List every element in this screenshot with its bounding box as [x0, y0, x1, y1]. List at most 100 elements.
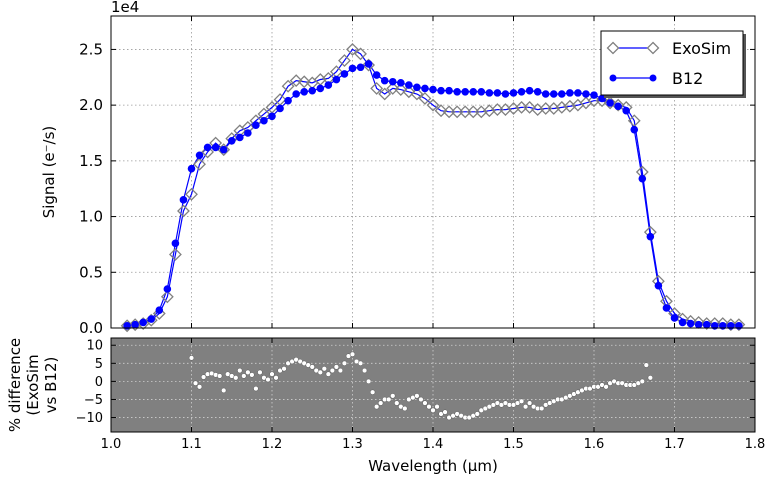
signal-y-tick-label: 0.5: [79, 263, 103, 281]
b12-point: [493, 89, 502, 97]
difference-point: [402, 405, 408, 412]
b12-point: [517, 87, 526, 96]
legend-b12-marker: [649, 74, 657, 82]
difference-point: [603, 384, 609, 390]
difference-point: [192, 380, 199, 386]
b12-point: [541, 90, 550, 98]
b12-point: [638, 174, 647, 183]
b12-point: [670, 314, 679, 322]
difference-y-axis-label-line: % difference: [6, 338, 24, 432]
b12-point: [227, 137, 236, 145]
difference-point: [639, 378, 645, 385]
difference-point: [414, 393, 420, 399]
b12-point: [300, 87, 309, 96]
b12-point: [356, 63, 365, 72]
signal-panel: 0.0 0.5 1.0 1.5 2.0 2.5 1e4 Signal (e⁻/s) Exo…: [40, 0, 756, 337]
difference-point: [434, 404, 440, 410]
difference-y-axis-label-line: vs B12): [42, 357, 60, 414]
b12-point: [678, 318, 687, 327]
difference-y-tick-label: −5: [84, 393, 103, 408]
b12-point: [429, 85, 437, 94]
signal-y-tick-label: 1.0: [79, 208, 103, 226]
b12-point: [348, 64, 357, 73]
difference-point: [374, 404, 380, 410]
difference-point: [378, 400, 384, 406]
signal-y-tick-label: 2.5: [79, 40, 103, 58]
b12-point: [622, 106, 631, 115]
difference-point: [333, 364, 340, 370]
b12-point: [324, 81, 333, 89]
exosim-point: [523, 100, 537, 114]
difference-point: [217, 373, 223, 379]
b12-point: [719, 321, 727, 330]
b12-point: [276, 104, 284, 113]
b12-point: [292, 90, 300, 98]
b12-point: [566, 89, 574, 97]
b12-point: [284, 96, 292, 105]
signal-y-ticks: 0.0 0.5 1.0 1.5 2.0 2.5: [79, 16, 756, 337]
difference-point: [221, 387, 227, 394]
x-tick-label: 1.1: [181, 437, 202, 452]
b12-point: [179, 196, 188, 204]
b12-point: [558, 90, 566, 98]
b12-point: [372, 71, 381, 79]
b12-point: [380, 76, 389, 85]
difference-point: [422, 400, 428, 406]
difference-point: [196, 384, 203, 390]
signal-y-tick-label: 1.5: [79, 152, 103, 170]
b12-point: [332, 75, 341, 84]
b12-point: [203, 143, 212, 152]
difference-y-tick-label: 0: [95, 375, 103, 390]
exosim-point: [418, 92, 432, 105]
b12-point: [445, 86, 453, 95]
b12-point: [139, 318, 147, 327]
difference-y-tick-label: 10: [86, 339, 103, 354]
b12-point: [630, 125, 639, 134]
b12-point: [163, 285, 172, 293]
x-tick-label: 1.8: [745, 437, 766, 452]
b12-point: [606, 99, 614, 107]
legend-label: ExoSim: [672, 39, 731, 58]
difference-point: [329, 367, 336, 374]
exosim-point: [370, 82, 384, 95]
b12-point: [147, 315, 156, 323]
legend: ExoSim B12: [600, 30, 746, 98]
difference-y-ticks: 10 5 0 −5 −10: [76, 339, 755, 426]
difference-point: [349, 351, 356, 357]
b12-point: [413, 83, 421, 92]
exosim-point: [193, 157, 206, 171]
exosim-point: [426, 98, 440, 112]
b12-point: [316, 84, 325, 93]
difference-point: [265, 376, 271, 383]
x-axis-label: Wavelength (μm): [368, 457, 498, 475]
exosim-point: [378, 87, 392, 101]
b12-point: [340, 70, 349, 78]
x-ticks: 1.0 1.1 1.2 1.3 1.4 1.5 1.6 1.7 1.8: [101, 338, 766, 452]
exosim-point: [201, 145, 215, 159]
difference-point: [643, 362, 649, 368]
b12-point: [654, 281, 663, 290]
legend-label: B12: [672, 69, 703, 88]
difference-series: [188, 351, 653, 421]
b12-point: [219, 145, 228, 154]
b12-point: [525, 86, 534, 95]
exosim-point: [603, 96, 617, 110]
difference-panel: 10 5 0 −5 −10 1.0 1.1 1.2 1.3 1.4 1.5 1.6 1.7 1.8 % …: [6, 337, 766, 475]
difference-point: [337, 367, 344, 374]
b12-point: [405, 81, 413, 89]
b12-point: [421, 84, 429, 93]
exosim-point: [281, 79, 295, 93]
b12-point: [509, 89, 518, 97]
b12-point: [123, 321, 131, 330]
x-tick-label: 1.7: [664, 437, 685, 452]
difference-point: [245, 369, 251, 375]
x-tick-label: 1.0: [101, 437, 122, 452]
x-tick-label: 1.4: [423, 437, 444, 452]
b12-point: [236, 133, 244, 142]
exosim-point: [160, 290, 174, 304]
difference-point: [273, 375, 279, 381]
b12-point: [694, 320, 703, 329]
difference-point: [188, 355, 195, 361]
b12-point: [461, 87, 470, 96]
